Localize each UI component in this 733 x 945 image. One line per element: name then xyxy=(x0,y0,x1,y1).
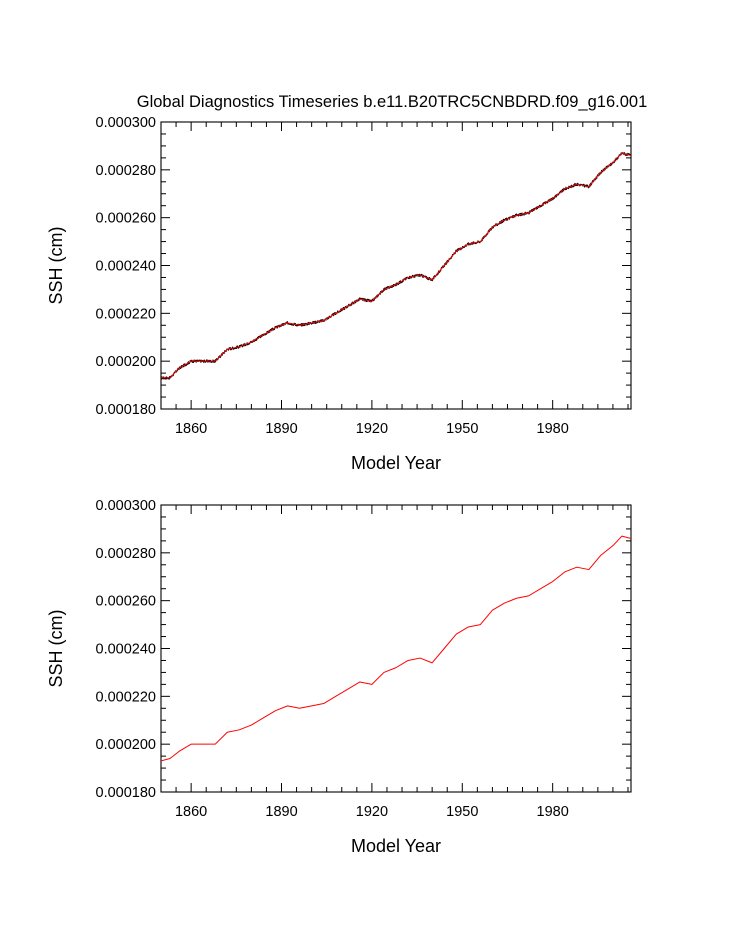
x-tick-label: 1890 xyxy=(265,421,297,437)
x-tick-label: 1890 xyxy=(265,804,297,820)
y-axis-label: SSH (cm) xyxy=(46,610,66,688)
y-tick-label: 0.000180 xyxy=(96,785,156,801)
y-tick-label: 0.000300 xyxy=(96,498,156,514)
chart-top-panel: 1860 1890 1920 1950 1980 0.000180 0.000200 0.00… xyxy=(46,115,632,473)
y-tick-label: 0.000260 xyxy=(96,594,156,610)
y-tick-label: 0.000260 xyxy=(96,211,156,227)
x-tick-label: 1860 xyxy=(175,804,207,820)
y-tick-label: 0.000240 xyxy=(96,642,156,658)
y-tick-label: 0.000220 xyxy=(96,689,156,705)
series-line-annual xyxy=(161,152,631,379)
y-tick-label: 0.000280 xyxy=(96,163,156,179)
y-tick-label: 0.000220 xyxy=(96,306,156,322)
y-tick-label: 0.000200 xyxy=(96,737,156,753)
y-tick-label: 0.000200 xyxy=(96,354,156,370)
series-line-annual xyxy=(161,535,631,762)
x-tick-label: 1860 xyxy=(175,421,207,437)
y-tick-label: 0.000240 xyxy=(96,259,156,275)
x-tick-label: 1920 xyxy=(356,421,388,437)
x-axis-label: Model Year xyxy=(351,453,441,473)
plot-frame xyxy=(160,121,632,410)
y-tick-label: 0.000180 xyxy=(96,402,156,418)
series-line-monthly xyxy=(161,152,631,380)
x-tick-label: 1950 xyxy=(446,421,478,437)
x-tick-label: 1950 xyxy=(446,804,478,820)
x-tick-label: 1980 xyxy=(537,804,569,820)
y-tick-label: 0.000300 xyxy=(96,115,156,131)
figure-title: Global Diagnostics Timeseries b.e11.B20T… xyxy=(137,93,648,111)
x-tick-label: 1980 xyxy=(537,421,569,437)
y-axis-label: SSH (cm) xyxy=(46,227,66,305)
x-axis-label: Model Year xyxy=(351,836,441,856)
plot-frame xyxy=(160,504,632,793)
x-tick-label: 1920 xyxy=(356,804,388,820)
chart-bottom-panel: 1860 1890 1920 1950 1980 0.000180 0.000200 0.00… xyxy=(46,498,632,856)
y-tick-label: 0.000280 xyxy=(96,546,156,562)
